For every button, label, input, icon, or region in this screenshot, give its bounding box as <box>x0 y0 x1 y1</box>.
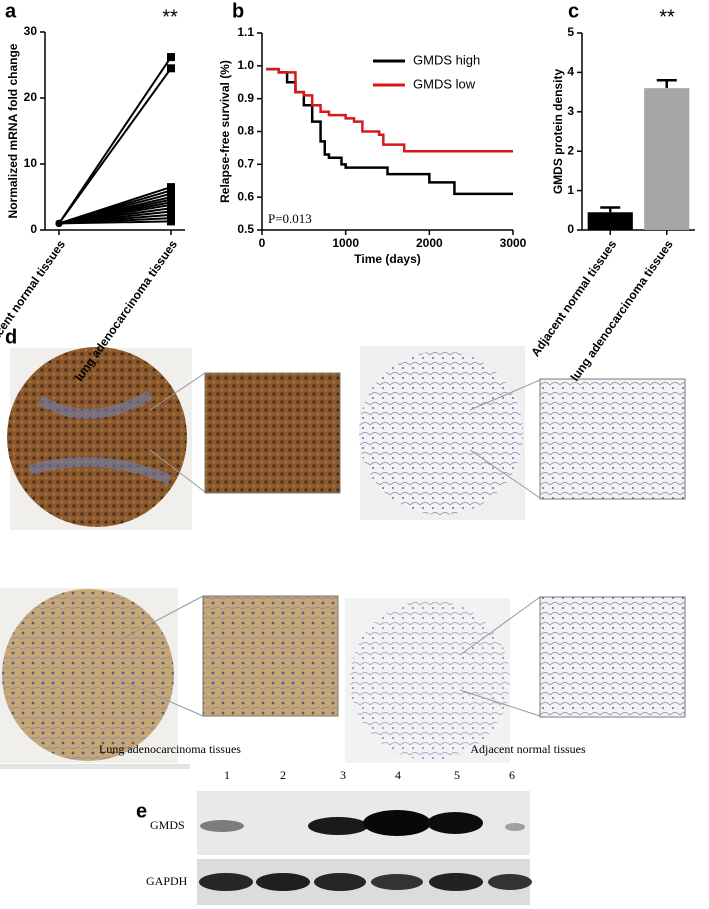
zoom-line <box>119 595 204 641</box>
bar <box>644 88 690 230</box>
y-tick-label: 2 <box>567 143 574 157</box>
series-line <box>58 220 172 225</box>
caption: Adjacent normal tissues <box>470 742 586 756</box>
panel-label: e <box>136 800 147 822</box>
series-line <box>58 56 172 224</box>
marker <box>55 219 63 227</box>
series-line <box>266 67 513 196</box>
divider <box>0 764 190 769</box>
y-tick-label: 1.1 <box>237 25 254 39</box>
annotation: ** <box>659 6 675 28</box>
band <box>363 810 431 836</box>
zoom-line <box>149 449 206 493</box>
panel-label: b <box>232 0 244 22</box>
band <box>505 823 525 831</box>
legend-label: GMDS low <box>413 76 476 91</box>
y-tick-label: 4 <box>567 65 574 79</box>
tissue-core <box>350 600 510 760</box>
zoom-image <box>539 596 686 718</box>
annotation: ** <box>162 6 178 28</box>
y-tick-label: 0 <box>30 222 37 236</box>
lane-label: 6 <box>509 768 515 782</box>
y-tick-label: 0.6 <box>237 189 254 203</box>
band <box>371 874 423 890</box>
y-tick-label: 0.5 <box>237 222 254 236</box>
marker <box>167 217 175 226</box>
band <box>200 820 244 832</box>
y-tick-label: 0.7 <box>237 157 254 171</box>
error-bar <box>600 206 621 213</box>
series-line <box>58 67 172 224</box>
tissue-core <box>2 589 174 761</box>
y-tick-label: 1.0 <box>237 58 254 72</box>
x-tick-label: 2000 <box>416 236 443 250</box>
band <box>429 873 483 891</box>
y-axis-label: Relapse-free survival (%) <box>218 60 232 203</box>
zoom-image <box>539 378 686 500</box>
band <box>488 874 532 890</box>
lane-label: 4 <box>395 768 401 782</box>
bar <box>587 212 633 230</box>
zoom-line <box>119 679 204 717</box>
y-tick-label: 5 <box>567 25 574 39</box>
panel-label: a <box>5 0 17 22</box>
y-axis-label: GMDS protein density <box>551 69 565 195</box>
y-tick-label: 1 <box>567 183 574 197</box>
x-tick-label: 3000 <box>500 236 527 250</box>
y-tick-label: 0.9 <box>237 91 254 105</box>
y-tick-label: 30 <box>24 24 38 38</box>
lane-label: 5 <box>454 768 460 782</box>
band <box>427 812 483 834</box>
x-tick-label: lung adenocarcinoma tissues <box>568 237 676 384</box>
tissue-core <box>359 351 523 515</box>
series-line <box>266 67 513 153</box>
y-tick-label: 3 <box>567 104 574 118</box>
stroma <box>28 390 172 485</box>
row-label: GMDS <box>150 818 185 832</box>
zoom-image <box>202 595 339 717</box>
zoom-line <box>459 689 541 717</box>
error-bar <box>656 79 677 89</box>
y-tick-label: 0 <box>567 222 574 236</box>
tissue-core <box>7 347 187 527</box>
zoom-image <box>204 372 341 494</box>
panel-label: d <box>5 326 17 348</box>
y-tick-label: 20 <box>24 90 38 104</box>
zoom-line <box>469 379 541 411</box>
panel-label: c <box>568 0 579 22</box>
x-axis-label: Time (days) <box>354 252 420 266</box>
band <box>256 873 310 891</box>
row-label: GAPDH <box>146 874 188 888</box>
y-tick-label: 0.8 <box>237 124 254 138</box>
zoom-line <box>459 596 541 656</box>
y-tick-label: 10 <box>24 156 38 170</box>
marker <box>167 53 175 62</box>
x-tick-label: 0 <box>259 236 266 250</box>
y-axis-label: Normalized mRNA fold change <box>6 43 20 218</box>
x-tick-label: 1000 <box>332 236 359 250</box>
lane-label: 2 <box>280 768 286 782</box>
band <box>314 873 366 891</box>
lane-label: 3 <box>340 768 346 782</box>
ihc-panel: d Lung adenocarcinoma tissues Adjacent n… <box>0 326 686 769</box>
marker <box>167 64 175 73</box>
annotation: P=0.013 <box>268 211 312 226</box>
lane-label: 1 <box>224 768 230 782</box>
zoom-line <box>149 372 206 411</box>
band <box>199 873 253 891</box>
caption: Lung adenocarcinoma tissues <box>99 742 241 756</box>
legend-label: GMDS high <box>413 52 480 67</box>
blot-panel: e 1 2 3 4 5 6 GMDS GAPDH <box>136 768 532 905</box>
zoom-line <box>469 449 541 499</box>
band <box>308 817 368 835</box>
